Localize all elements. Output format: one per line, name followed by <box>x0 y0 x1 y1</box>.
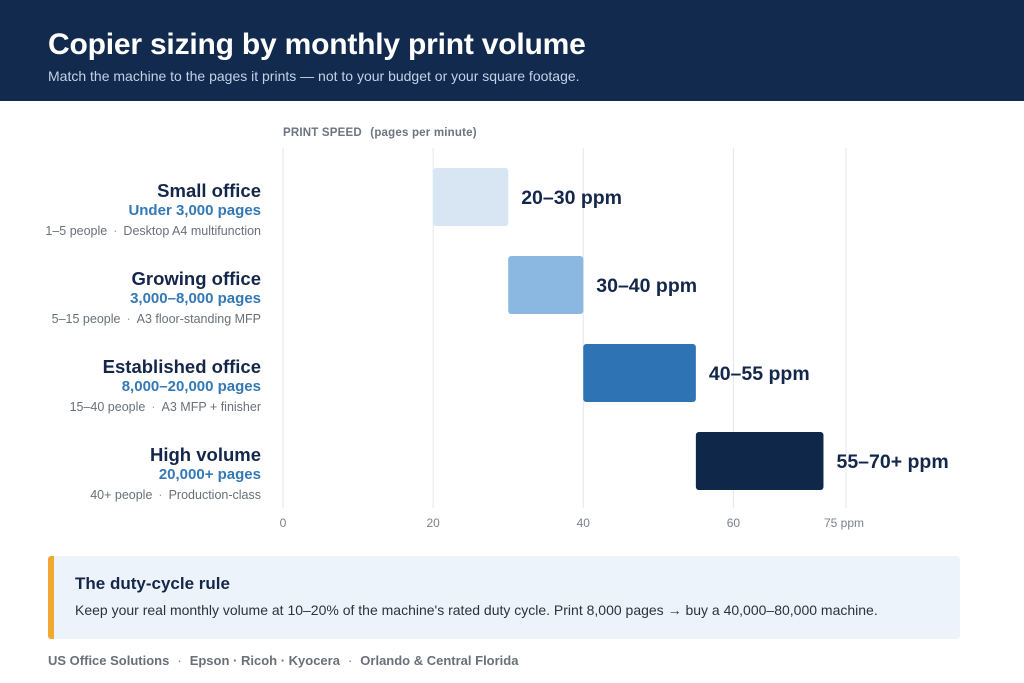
row-label-high-volume: High volume 20,000+ pages 40+ people · Pro… <box>20 444 261 504</box>
row-machine: A3 floor-standing MFP <box>136 312 261 326</box>
row-detail: 5–15 people · A3 floor-standing MFP <box>20 310 261 328</box>
duty-cycle-callout: The duty-cycle rule Keep your real month… <box>48 556 960 639</box>
bar-data-label: 40–55 ppm <box>709 363 810 385</box>
range-bar <box>508 256 584 314</box>
row-name: Established office <box>102 356 261 377</box>
row-volume: 8,000–20,000 pages <box>121 378 261 395</box>
row-volume: Under 3,000 pages <box>128 202 261 219</box>
axis-caption: PRINT SPEED (pages per minute) <box>283 127 477 139</box>
range-bar <box>695 432 824 490</box>
x-tick-label: 40 <box>577 516 591 530</box>
row-label-small-office: Small office Under 3,000 pages 1–5 peopl… <box>20 180 261 240</box>
callout-accent-bar <box>48 556 54 639</box>
row-detail: 1–5 people · Desktop A4 multifunction <box>20 222 261 240</box>
footer: US Office Solutions · Epson · Ricoh · Kyoc… <box>48 653 518 668</box>
x-axis-ticks: 0 20 40 60 75 ppm <box>280 516 864 530</box>
separator-dot: · <box>158 488 163 502</box>
row-people: 5–15 people <box>51 312 121 326</box>
page-title: Copier sizing by monthly print volume <box>48 28 586 61</box>
row-machine: Production-class <box>168 488 261 502</box>
x-tick-label: 75 ppm <box>824 516 864 530</box>
separator-dot: · <box>347 653 353 668</box>
footer-company: US Office Solutions <box>48 653 170 668</box>
callout-body: Keep your real monthly volume at 10–20% … <box>75 602 878 618</box>
range-bar <box>583 344 696 402</box>
axis-caption-text: PRINT SPEED <box>283 127 362 139</box>
callout-title: The duty-cycle rule <box>75 574 230 593</box>
separator-dot: · <box>177 653 182 668</box>
row-detail: 40+ people · Production-class <box>20 486 261 504</box>
row-volume: 20,000+ pages <box>158 466 261 483</box>
row-people: 15–40 people <box>69 400 146 414</box>
x-tick-label: 20 <box>426 516 440 530</box>
separator-dot: · <box>126 312 131 326</box>
bar-data-label: 30–40 ppm <box>596 275 697 297</box>
range-bar <box>433 168 509 226</box>
x-tick-label: 0 <box>280 516 287 530</box>
footer-region: Orlando & Central Florida <box>360 653 519 668</box>
row-volume: 3,000–8,000 pages <box>130 290 261 307</box>
bar-data-label: 20–30 ppm <box>521 187 622 209</box>
row-label-growing-office: Growing office 3,000–8,000 pages 5–15 pe… <box>20 268 261 328</box>
x-tick-label: 60 <box>727 516 741 530</box>
row-label-established-office: Established office 8,000–20,000 pages 15… <box>20 356 261 416</box>
footer-brands: Epson · Ricoh · Kyocera <box>189 653 340 668</box>
bar-data-label: 55–70+ ppm <box>836 451 948 473</box>
row-name: Small office <box>157 180 261 201</box>
row-detail: 15–40 people · A3 MFP + finisher <box>20 398 261 416</box>
separator-dot: · <box>113 224 118 238</box>
row-machine: Desktop A4 multifunction <box>123 224 261 238</box>
header-banner: Copier sizing by monthly print volume Ma… <box>0 0 1024 101</box>
row-people: 40+ people <box>90 488 153 502</box>
separator-dot: · <box>151 400 156 414</box>
speed-chart: 20–30 ppm 30–40 ppm 40–55 ppm 55–70+ ppm 0 2… <box>280 148 949 530</box>
row-name: High volume <box>149 444 261 465</box>
row-people: 1–5 people <box>45 224 108 238</box>
row-name: Growing office <box>131 268 262 289</box>
page-subtitle: Match the machine to the pages it prints… <box>48 68 580 84</box>
range-bars: 20–30 ppm 30–40 ppm 40–55 ppm 55–70+ ppm <box>433 168 949 490</box>
axis-caption-unit: (pages per minute) <box>370 127 477 139</box>
row-machine: A3 MFP + finisher <box>161 400 261 414</box>
